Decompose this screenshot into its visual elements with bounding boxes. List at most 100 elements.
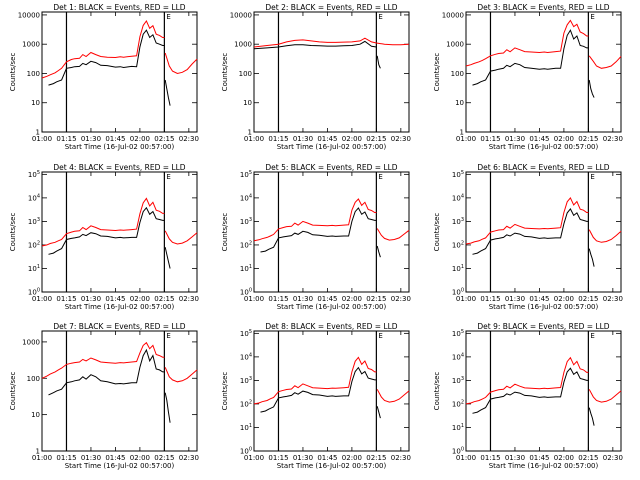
lld-series-line — [41, 20, 165, 79]
y-tick-label: 10 — [455, 99, 464, 107]
panel-title: Det 2: BLACK = Events, RED = LLD — [265, 3, 397, 12]
x-tick-label: 01:00 — [244, 295, 264, 303]
x-tick-label: 02:30 — [603, 135, 623, 143]
y-tick-label: 101 — [240, 264, 252, 273]
lld-series-line — [164, 367, 198, 383]
y-tick-label: 104 — [28, 193, 40, 202]
x-tick-label: 02:15 — [366, 454, 386, 462]
interval-end-label: E — [590, 332, 594, 340]
y-tick-label: 103 — [240, 376, 252, 385]
y-tick-label: 10 — [31, 99, 40, 107]
panel-title: Det 1: BLACK = Events, RED = LLD — [53, 3, 185, 12]
y-tick-label: 104 — [452, 352, 464, 361]
y-axis-label: Counts/sec — [9, 372, 17, 411]
x-tick-label: 01:30 — [505, 295, 525, 303]
x-tick-label: 01:30 — [81, 295, 101, 303]
y-tick-label: 105 — [452, 170, 464, 179]
y-tick-label: 1000 — [22, 41, 40, 49]
x-tick-label: 01:15 — [268, 454, 288, 462]
panel-title: Det 9: BLACK = Events, RED = LLD — [477, 322, 609, 331]
y-tick-label: 105 — [452, 329, 464, 338]
panel-title: Det 7: BLACK = Events, RED = LLD — [53, 322, 185, 331]
lld-series-line — [465, 356, 589, 405]
x-tick-label: 01:00 — [32, 295, 52, 303]
x-tick-label: 01:15 — [268, 295, 288, 303]
plot-frame — [41, 171, 198, 293]
x-tick-label: 02:00 — [554, 135, 574, 143]
x-axis-label: Start Time (16-Jul-02 00:57:00) — [65, 462, 175, 470]
events-series-line — [376, 245, 381, 258]
x-tick-label: 01:45 — [529, 454, 549, 462]
interval-end-label: E — [590, 173, 594, 181]
plot-frame — [465, 171, 622, 293]
panel-title: Det 8: BLACK = Events, RED = LLD — [265, 322, 397, 331]
lld-series-line — [41, 197, 165, 247]
lld-series-line — [465, 196, 589, 245]
x-tick-label: 02:30 — [391, 454, 411, 462]
y-tick-label: 10000 — [18, 11, 40, 19]
y-axis-label: Counts/sec — [433, 53, 441, 92]
interval-end-label: E — [166, 173, 170, 181]
x-tick-label: 02:15 — [578, 135, 598, 143]
y-tick-label: 101 — [28, 264, 40, 273]
y-tick-label: 1000 — [234, 41, 252, 49]
x-tick-label: 01:00 — [32, 135, 52, 143]
interval-end-label: E — [166, 332, 170, 340]
events-series-line — [164, 247, 171, 269]
y-tick-label: 100 — [452, 288, 464, 297]
y-tick-label: 104 — [240, 352, 252, 361]
x-tick-label: 01:45 — [105, 295, 125, 303]
y-tick-label: 103 — [28, 217, 40, 226]
plot-frame — [253, 11, 410, 133]
y-tick-label: 100 — [240, 288, 252, 297]
x-axis-label: Start Time (16-Jul-02 00:57:00) — [277, 303, 387, 311]
y-tick-label: 100 — [239, 70, 252, 78]
x-tick-label: 02:15 — [366, 135, 386, 143]
y-tick-label: 10000 — [230, 11, 252, 19]
plot-frame — [41, 11, 198, 133]
interval-end-label: E — [378, 173, 382, 181]
x-tick-label: 01:15 — [480, 135, 500, 143]
lld-series-line — [41, 341, 165, 379]
x-tick-label: 02:00 — [130, 454, 150, 462]
lld-series-line — [164, 230, 198, 245]
interval-end-label: E — [166, 13, 170, 21]
x-tick-label: 01:15 — [480, 454, 500, 462]
x-tick-label: 01:45 — [317, 135, 337, 143]
events-series-line — [48, 348, 165, 396]
x-tick-label: 02:00 — [342, 295, 362, 303]
lld-series-line — [588, 389, 622, 403]
y-tick-label: 10000 — [442, 11, 464, 19]
x-tick-label: 02:00 — [342, 135, 362, 143]
y-axis-label: Counts/sec — [221, 53, 229, 92]
y-tick-label: 102 — [240, 399, 252, 408]
x-axis-label: Start Time (16-Jul-02 00:57:00) — [277, 462, 387, 470]
y-tick-label: 103 — [452, 376, 464, 385]
events-series-line — [164, 392, 171, 423]
x-tick-label: 01:00 — [244, 454, 264, 462]
x-tick-label: 01:15 — [480, 295, 500, 303]
x-tick-label: 02:15 — [154, 295, 174, 303]
x-tick-label: 02:00 — [342, 454, 362, 462]
x-tick-label: 02:30 — [603, 295, 623, 303]
events-series-line — [588, 407, 595, 426]
x-tick-label: 01:30 — [293, 295, 313, 303]
y-tick-label: 103 — [240, 217, 252, 226]
y-axis-label: Counts/sec — [433, 213, 441, 252]
x-tick-label: 02:15 — [578, 454, 598, 462]
panel-title: Det 4: BLACK = Events, RED = LLD — [53, 163, 185, 172]
x-axis-label: Start Time (16-Jul-02 00:57:00) — [65, 303, 175, 311]
lld-series-line — [588, 229, 622, 243]
y-tick-label: 101 — [240, 423, 252, 432]
x-tick-label: 02:00 — [130, 295, 150, 303]
y-tick-label: 100 — [240, 447, 252, 456]
x-tick-label: 02:30 — [179, 454, 199, 462]
plot-frame — [253, 330, 410, 452]
x-tick-label: 01:00 — [32, 454, 52, 462]
y-tick-label: 104 — [452, 193, 464, 202]
y-tick-label: 102 — [452, 240, 464, 249]
